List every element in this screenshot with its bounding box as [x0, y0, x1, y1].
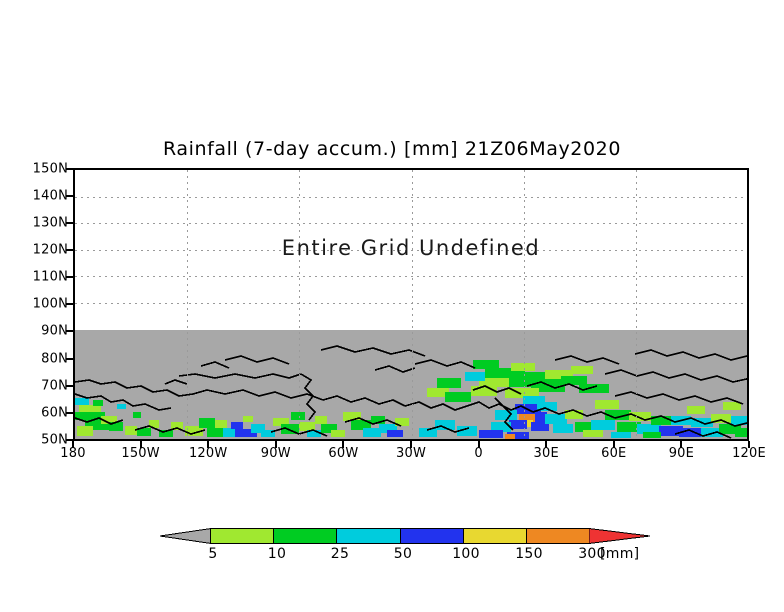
- xtick-label: 120E: [732, 446, 766, 461]
- ytick-label: 100N: [32, 296, 68, 312]
- xtick-label: 30W: [396, 446, 426, 461]
- colorbar-units-label: [mm]: [600, 546, 640, 562]
- coastline-layer: [75, 344, 747, 439]
- colorbar-tick-label: 5: [208, 546, 218, 562]
- colorbar-block-4: [463, 529, 527, 543]
- ytick-label: 90N: [41, 323, 68, 339]
- ytick-mark: [66, 303, 74, 305]
- xtick-mark: [410, 441, 412, 448]
- precip-layer: [75, 359, 747, 439]
- xtick-label: 0: [474, 446, 483, 461]
- ytick-label: 140N: [32, 188, 68, 204]
- colorbar-block-3: [400, 529, 464, 543]
- colorbar-high-cap: [589, 528, 650, 544]
- xtick-mark: [545, 441, 548, 448]
- grid-undefined-annotation: Entire Grid Undefined: [281, 235, 541, 260]
- map-canvas: [75, 329, 747, 439]
- xtick-label: 120W: [188, 446, 228, 461]
- xtick-label: 60E: [601, 446, 627, 461]
- colorbar-block-2: [337, 529, 401, 543]
- ytick-mark: [66, 439, 74, 441]
- xtick-label: 90E: [668, 446, 695, 461]
- ytick-label: 80N: [41, 351, 68, 367]
- ytick-label: 150N: [32, 161, 68, 177]
- xtick-mark: [139, 441, 142, 448]
- ytick-mark: [66, 412, 74, 414]
- colorbar-tick-label: 25: [330, 546, 350, 562]
- colorbar-block-0: [211, 529, 275, 543]
- xtick-label: 60W: [328, 446, 359, 461]
- ytick-label: 60N: [41, 405, 68, 421]
- colorbar-tick-label: 300: [578, 546, 606, 562]
- plot-area: Entire Grid Undefined: [73, 168, 749, 441]
- xtick-label: 30E: [533, 446, 559, 461]
- colorbar-low-cap: [160, 528, 211, 544]
- colorbar-block-1: [274, 529, 338, 543]
- ytick-mark: [66, 276, 74, 278]
- xtick-mark: [748, 441, 750, 448]
- ytick-mark: [66, 249, 74, 251]
- colorbar-tick-label: 10: [267, 546, 287, 562]
- xtick-mark: [612, 441, 615, 448]
- xtick-mark: [274, 441, 277, 448]
- ytick-label: 110N: [32, 269, 68, 285]
- ytick-label: 130N: [32, 215, 68, 231]
- ytick-label: 70N: [41, 378, 68, 394]
- colorbar-blocks: [210, 528, 590, 544]
- xtick-mark: [72, 441, 74, 448]
- ytick-mark: [66, 330, 74, 332]
- ytick-label: 50N: [41, 432, 68, 448]
- ytick-mark: [66, 168, 74, 170]
- ytick-mark: [66, 358, 74, 360]
- xtick-label: 90W: [260, 446, 291, 461]
- xtick-mark: [207, 441, 210, 448]
- ytick-mark: [66, 195, 74, 197]
- xtick-mark: [680, 441, 683, 448]
- page-title: Rainfall (7-day accum.) [mm] 21Z06May202…: [162, 138, 622, 160]
- ytick-mark: [66, 385, 74, 387]
- colorbar-tick-label: 150: [515, 546, 543, 562]
- xtick-label: 180: [60, 446, 86, 461]
- precipitation-raster: [75, 344, 747, 439]
- ytick-label: 120N: [32, 242, 68, 258]
- ytick-mark: [66, 222, 74, 224]
- xtick-mark: [342, 441, 345, 448]
- colorbar: [160, 528, 650, 544]
- colorbar-block-5: [526, 529, 590, 543]
- colorbar-tick-label: 50: [393, 546, 413, 562]
- colorbar-tick-label: 100: [452, 546, 480, 562]
- xtick-label: 150W: [121, 446, 160, 461]
- xtick-mark: [477, 441, 480, 448]
